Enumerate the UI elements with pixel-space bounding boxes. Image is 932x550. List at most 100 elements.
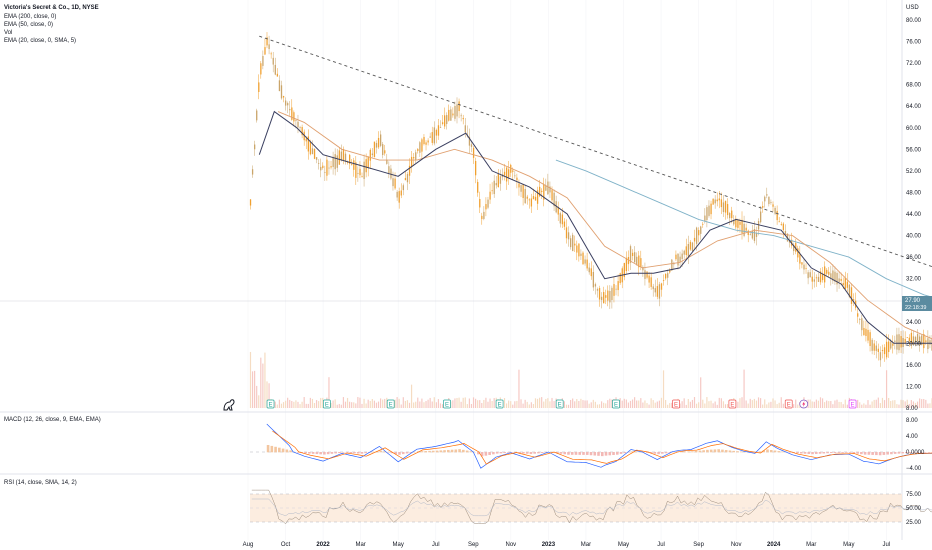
ema20-line[interactable] <box>258 110 932 365</box>
candle-body <box>413 157 415 159</box>
candle-body <box>468 136 471 146</box>
rsi-tick-label: 25.00 <box>906 520 922 526</box>
time-axis[interactable]: Aug Oct 2022 Mar May Jul Sep Nov 2023 Mar May Jul Se… <box>243 542 891 548</box>
candle-body <box>617 281 619 291</box>
macd-axis[interactable]: 8.00 4.00 0.0000 −4.00 <box>906 418 925 472</box>
volume-bar <box>505 403 508 408</box>
volume-bar <box>871 401 873 408</box>
legend-ema200[interactable]: EMA (200, close, 0) <box>4 14 56 20</box>
macd-label[interactable]: MACD (12, 26, close, 9, EMA, EMA) <box>4 417 101 423</box>
macd-histogram-bar <box>458 449 461 453</box>
candle-body <box>479 199 481 208</box>
volume-bar <box>386 397 388 408</box>
candle-body <box>270 53 272 55</box>
candle-body <box>846 281 849 288</box>
earnings-marker[interactable] <box>266 399 275 409</box>
time-tick-label: Jul <box>883 542 891 548</box>
rsi-axis[interactable]: 75.00 50.00 25.00 <box>906 492 922 526</box>
candle-body <box>520 185 522 192</box>
candle-body <box>770 202 772 203</box>
earnings-marker[interactable] <box>848 399 857 409</box>
volume-bar <box>743 369 745 408</box>
earnings-marker[interactable] <box>443 399 451 409</box>
candle-body <box>613 284 615 296</box>
macd-histogram-bar <box>664 452 668 454</box>
volume-bar <box>691 399 694 408</box>
earnings-marker[interactable] <box>555 399 564 409</box>
volume-bar <box>516 400 518 408</box>
macd-histogram-bar <box>495 452 499 454</box>
earnings-marker[interactable] <box>495 399 504 409</box>
candle-body <box>877 348 880 352</box>
price-axis[interactable]: 80.00 76.00 72.00 68.00 64.00 60.00 56.00 52.00… <box>906 18 922 412</box>
macd-histogram-bar <box>559 452 563 454</box>
macd-histogram-bar <box>781 451 784 453</box>
macd-histogram-bar <box>484 452 488 456</box>
dinosaur-logo-icon[interactable] <box>223 399 235 411</box>
candle-body <box>346 162 349 163</box>
candle-body <box>611 287 613 301</box>
macd-histogram-bar <box>323 452 326 455</box>
volume-bar <box>869 404 871 408</box>
volume-bar <box>828 401 830 408</box>
ema200-line[interactable] <box>555 159 932 319</box>
macd-histogram-bar <box>308 452 311 454</box>
volume-bar <box>658 400 660 408</box>
rsi-line[interactable] <box>251 489 932 525</box>
volume-bar <box>865 404 867 408</box>
earnings-marker[interactable] <box>784 399 793 409</box>
macd-histogram-bar <box>424 451 428 453</box>
legend-ema20[interactable]: EMA (20, close, 0, SMA, 5) <box>4 38 76 44</box>
macd-tick-label: 8.00 <box>906 418 918 424</box>
earnings-marker[interactable] <box>672 399 680 409</box>
candle-body <box>441 122 444 124</box>
macd-histogram-bar <box>837 452 841 453</box>
trendline[interactable] <box>259 35 932 319</box>
macd-histogram-bar <box>897 452 901 454</box>
rsi-ma-line[interactable] <box>251 498 932 517</box>
macd-histogram-bar <box>788 452 792 453</box>
earnings-marker[interactable] <box>612 399 620 409</box>
candle-body <box>689 241 692 250</box>
candle-body <box>305 138 307 142</box>
time-tick-label: Sep <box>468 542 479 548</box>
volume-bar <box>462 397 464 408</box>
candle-body <box>755 232 758 237</box>
volume-bar <box>807 399 809 408</box>
price-badge <box>902 296 932 311</box>
macd-signal-line[interactable] <box>272 430 932 465</box>
earnings-marker[interactable] <box>386 399 395 409</box>
volume-bar <box>704 403 706 408</box>
volume-bar <box>586 400 588 408</box>
macd-histogram-bar <box>570 452 574 455</box>
legend-vol[interactable]: Vol <box>4 30 12 36</box>
candle-body <box>741 219 743 234</box>
volume-bar <box>896 404 898 408</box>
rsi-label[interactable]: RSI (14, close, SMA, 14, 2) <box>4 480 77 486</box>
volume-bar <box>369 400 371 408</box>
ema50-line[interactable] <box>277 111 932 355</box>
macd-histogram-bar <box>923 452 927 453</box>
earnings-marker[interactable] <box>323 399 331 409</box>
volume-bar <box>512 404 514 408</box>
candle-body <box>636 256 638 265</box>
time-tick-label: May <box>843 542 854 548</box>
volume-bar <box>648 404 650 408</box>
candle-body <box>784 230 787 235</box>
macd-histogram-bar <box>518 452 521 454</box>
volume-bar <box>406 400 409 408</box>
candle-body <box>464 125 466 133</box>
volume-bar <box>706 397 708 408</box>
macd-histogram-bar <box>833 452 837 453</box>
volume-bar <box>921 399 923 408</box>
earnings-marker[interactable] <box>728 399 737 409</box>
legend-ema50[interactable]: EMA (50, close, 0) <box>4 22 53 28</box>
candle-body <box>251 169 254 175</box>
volume-bar <box>466 404 468 408</box>
candle-body <box>276 73 279 77</box>
candle-body <box>824 266 826 283</box>
candle-body <box>914 336 917 343</box>
macd-histogram-bar <box>462 449 465 453</box>
